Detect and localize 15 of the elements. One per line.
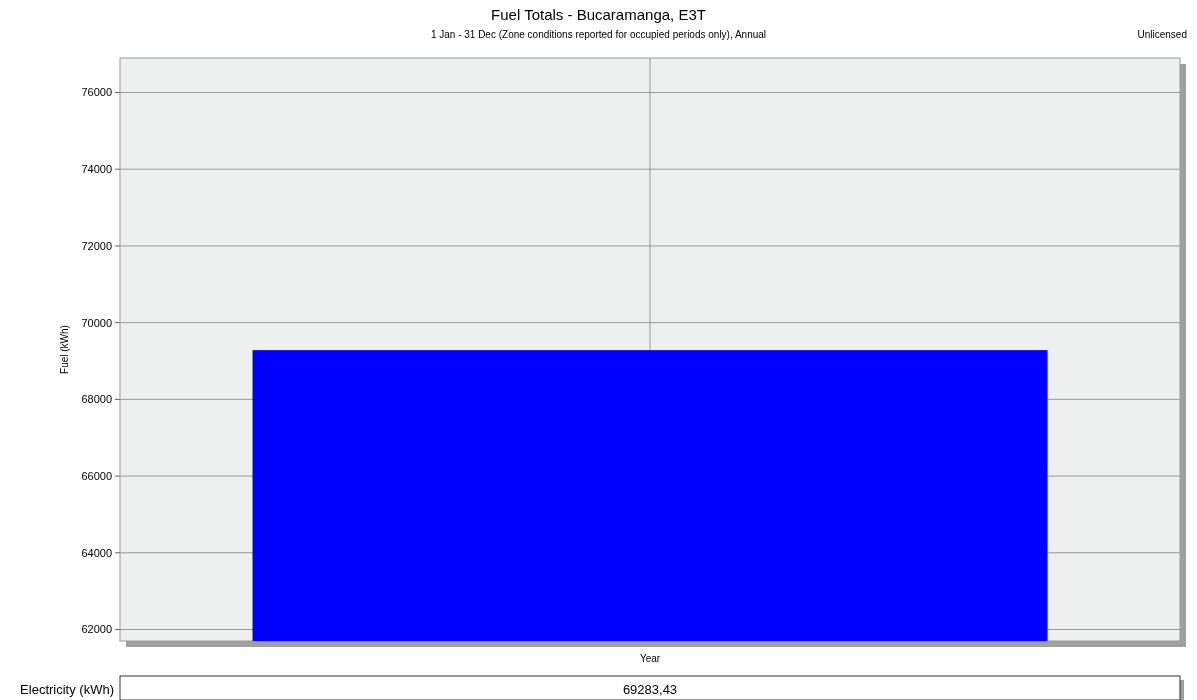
- y-tick-label: 68000: [81, 393, 112, 406]
- y-tick-label: 64000: [81, 546, 112, 559]
- chart-subtitle: 1 Jan - 31 Dec (Zone conditions reported for occupied periods only), Annual: [430, 29, 767, 40]
- y-tick-label: 66000: [81, 469, 112, 482]
- y-tick-label: 76000: [81, 86, 112, 99]
- data-label: 69283,43: [622, 681, 678, 697]
- chart-title: Fuel Totals - Bucaramanga, E3T: [491, 6, 706, 23]
- y-tick-label: 74000: [81, 163, 112, 176]
- y-tick-label: 62000: [81, 623, 112, 636]
- text: Electricity (kWh): [20, 681, 114, 697]
- x-tick-label: Year: [639, 653, 661, 664]
- y-tick-label: 70000: [81, 316, 112, 329]
- y-axis-title: Fuel (kWh): [59, 325, 70, 374]
- text: Unlicensed: [1137, 29, 1187, 40]
- y-tick-label: 72000: [81, 239, 112, 252]
